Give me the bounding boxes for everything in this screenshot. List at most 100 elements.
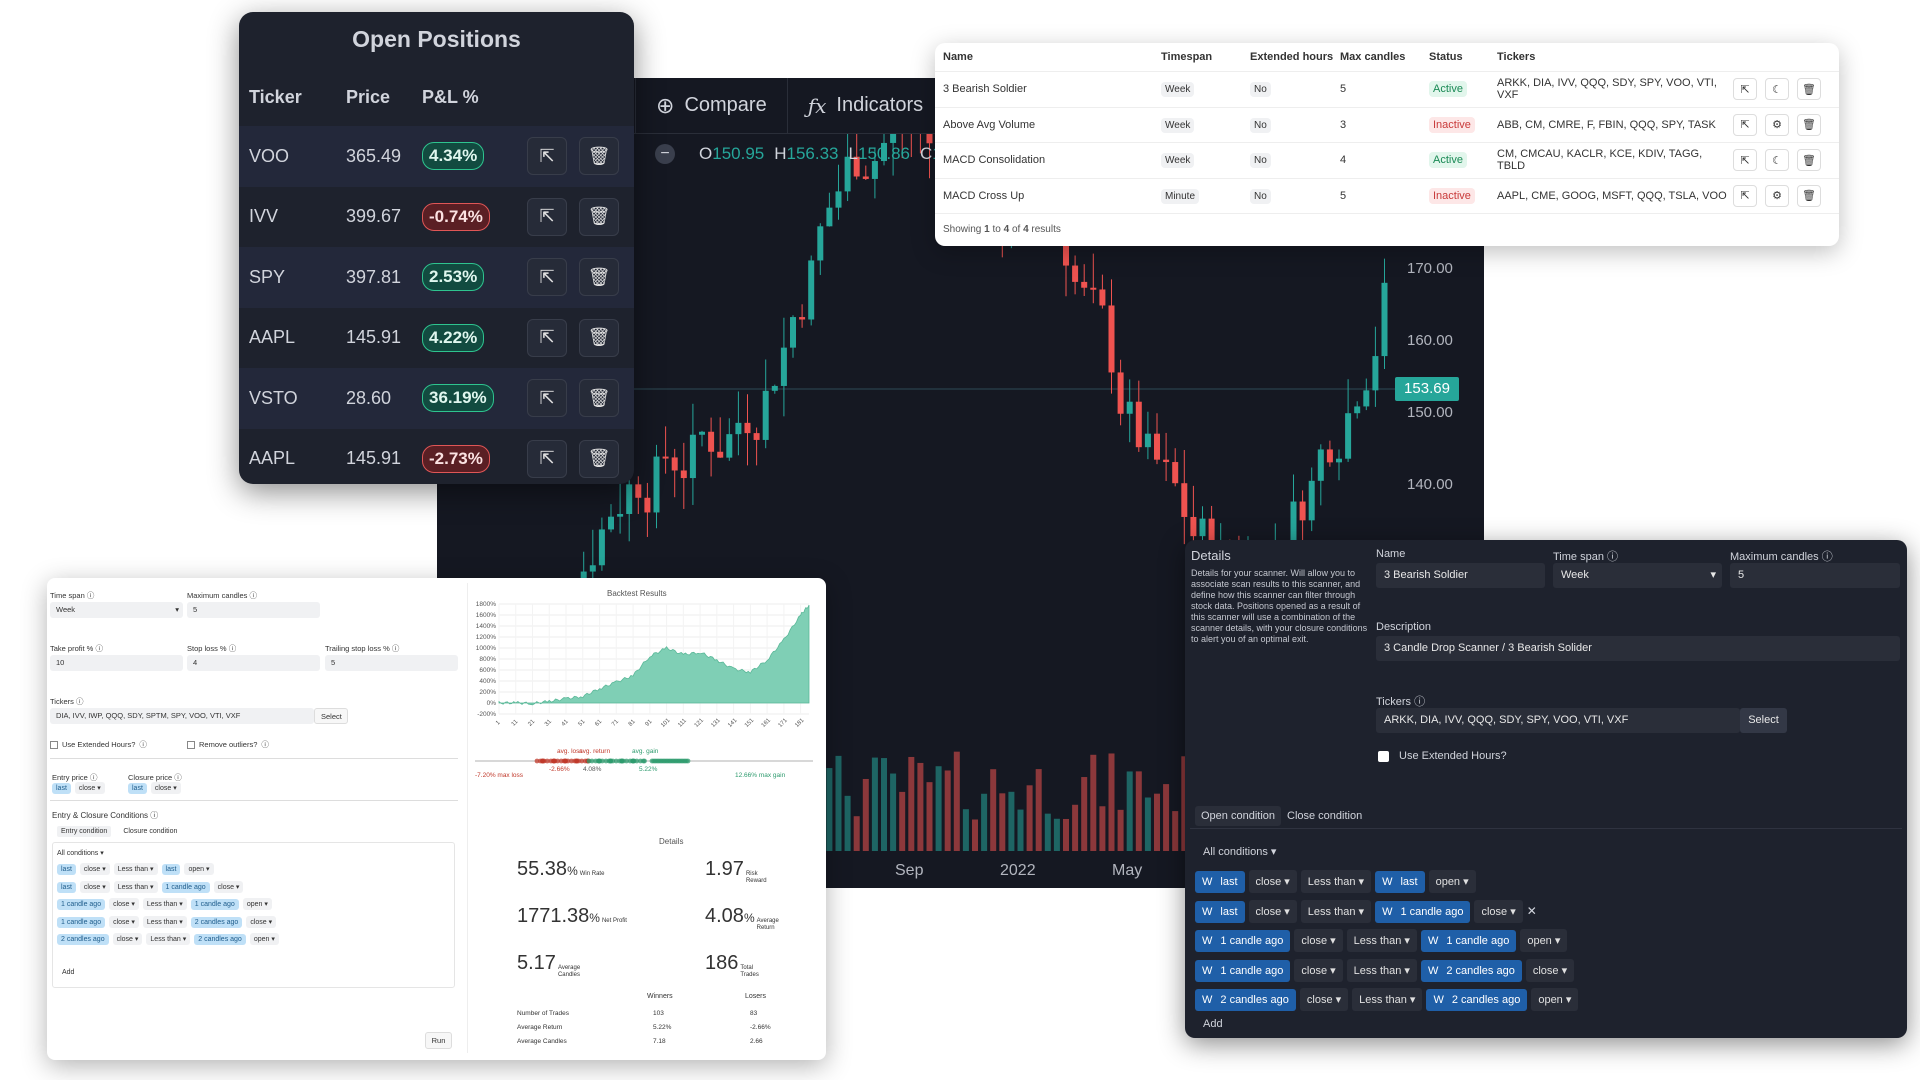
select-tickers-button[interactable]: Select xyxy=(314,708,348,724)
remove-condition-icon[interactable]: ✕ xyxy=(1526,903,1537,918)
condition-operator[interactable]: Less than ▾ xyxy=(1300,899,1372,923)
condition-right-field[interactable]: open ▾ xyxy=(1520,929,1568,952)
open-position-button[interactable]: ⇱ xyxy=(527,197,567,236)
condition-left-field[interactable]: close ▾ xyxy=(79,880,110,893)
scanner-mode-button[interactable]: ☾ xyxy=(1765,149,1789,172)
timespan-select[interactable]: Week ▾ xyxy=(1553,563,1722,588)
condition-operator[interactable]: Less than ▾ xyxy=(142,898,187,910)
condition-right-field[interactable]: close ▾ xyxy=(246,915,277,928)
open-position-button[interactable]: ⇱ xyxy=(527,137,567,176)
compare-button[interactable]: ⊕ Compare xyxy=(635,78,787,133)
condition-left-ref[interactable]: W 1 candle ago xyxy=(1195,930,1291,952)
delete-scanner-button[interactable]: 🗑 xyxy=(1797,113,1821,136)
delete-position-button[interactable]: 🗑 xyxy=(579,379,619,418)
open-scanner-button[interactable]: ⇱ xyxy=(1733,149,1757,172)
condition-right-field[interactable]: open ▾ xyxy=(242,898,272,910)
open-position-button[interactable]: ⇱ xyxy=(527,258,567,297)
condition-left-ref[interactable]: W 2 candles ago xyxy=(1195,989,1296,1011)
condition-right-field[interactable]: open ▾ xyxy=(249,933,279,945)
condition-left-field[interactable]: close ▾ xyxy=(1248,899,1297,923)
condition-right-ref[interactable]: W 1 candle ago xyxy=(1420,930,1517,952)
condition-right-field[interactable]: close ▾ xyxy=(213,880,244,893)
condition-operator[interactable]: Less than ▾ xyxy=(1346,929,1417,952)
tab-closure-condition[interactable]: Closure condition xyxy=(123,828,178,835)
condition-right-ref[interactable]: W 2 candles ago xyxy=(1420,959,1522,982)
closure-field[interactable]: close ▾ xyxy=(150,782,181,794)
condition-operator[interactable]: Less than ▾ xyxy=(1352,988,1423,1011)
condition-left-ref[interactable]: 2 candles ago xyxy=(57,934,109,945)
maxc-input[interactable]: 5 xyxy=(187,602,320,618)
condition-right-ref[interactable]: W 2 candles ago xyxy=(1426,989,1528,1011)
stop-loss-input[interactable]: 4 xyxy=(187,655,320,671)
open-scanner-button[interactable]: ⇱ xyxy=(1733,78,1757,101)
condition-right-ref[interactable]: 2 candles ago xyxy=(194,934,246,945)
condition-operator[interactable]: Less than ▾ xyxy=(142,915,187,928)
condition-right-field[interactable]: close ▾ xyxy=(1474,899,1523,923)
condition-right-field[interactable]: open ▾ xyxy=(1531,988,1579,1011)
delete-scanner-button[interactable]: 🗑 xyxy=(1797,184,1821,207)
open-position-button[interactable]: ⇱ xyxy=(527,318,567,357)
ext-hours-checkbox[interactable] xyxy=(50,740,58,749)
select-tickers-button[interactable]: Select xyxy=(1740,708,1787,733)
delete-position-button[interactable]: 🗑 xyxy=(579,439,619,478)
delete-position-button[interactable]: 🗑 xyxy=(579,197,619,236)
entry-field[interactable]: close ▾ xyxy=(74,782,105,794)
condition-right-ref[interactable]: 2 candles ago xyxy=(190,916,243,928)
name-input[interactable]: 3 Bearish Soldier xyxy=(1376,563,1545,588)
closure-ref[interactable]: last xyxy=(128,783,147,794)
delete-scanner-button[interactable]: 🗑 xyxy=(1797,78,1821,101)
condition-right-ref[interactable]: 1 candle ago xyxy=(190,899,239,910)
scanner-row[interactable]: MACD Consolidation Week No 4 Active CM, CMCAU… xyxy=(935,143,1839,179)
delete-position-button[interactable]: 🗑 xyxy=(579,318,619,357)
scanner-mode-button[interactable]: ⚙ xyxy=(1765,184,1789,207)
tickers-input[interactable]: ARKK, DIA, IVV, QQQ, SDY, SPY, VOO, VTI,… xyxy=(1376,708,1740,733)
open-position-button[interactable]: ⇱ xyxy=(527,439,567,478)
scanner-row[interactable]: Above Avg Volume Week No 3 Inactive ABB, CM, … xyxy=(935,108,1839,143)
collapse-icon[interactable]: − xyxy=(655,144,675,164)
condition-right-ref[interactable]: W 1 candle ago xyxy=(1375,900,1471,923)
condition-right-field[interactable]: open ▾ xyxy=(1428,870,1476,893)
ext-hours-checkbox[interactable] xyxy=(1378,750,1389,762)
tickers-input[interactable]: DIA, IVV, IWP, QQQ, SDY, SPTM, SPY, VOO,… xyxy=(50,708,314,724)
condition-left-field[interactable]: close ▾ xyxy=(1294,958,1343,982)
delete-position-button[interactable]: 🗑 xyxy=(579,258,619,297)
outliers-checkbox[interactable] xyxy=(187,740,195,749)
condition-right-ref[interactable]: 1 candle ago xyxy=(161,881,210,893)
tab-open-condition[interactable]: Open condition xyxy=(1195,806,1281,826)
run-button[interactable]: Run xyxy=(425,1032,452,1049)
condition-right-ref[interactable]: last xyxy=(161,864,181,875)
scanner-row[interactable]: MACD Cross Up Minute No 5 Inactive AAPL, CME,… xyxy=(935,179,1839,214)
condition-left-field[interactable]: close ▾ xyxy=(109,898,139,910)
take-profit-input[interactable]: 10 xyxy=(50,655,183,671)
add-condition-button[interactable]: Add xyxy=(62,969,75,976)
condition-operator[interactable]: Less than ▾ xyxy=(1300,870,1372,893)
indicators-button[interactable]: ƒx Indicators xyxy=(786,78,943,133)
condition-operator[interactable]: Less than ▾ xyxy=(1346,958,1417,982)
timespan-select[interactable]: Week ▾ xyxy=(50,602,183,618)
entry-ref[interactable]: last xyxy=(52,783,71,794)
condition-left-ref[interactable]: 1 candle ago xyxy=(57,899,106,910)
description-input[interactable]: 3 Candle Drop Scanner / 3 Bearish Solide… xyxy=(1376,636,1900,661)
delete-position-button[interactable]: 🗑 xyxy=(579,137,619,176)
condition-operator[interactable]: Less than ▾ xyxy=(113,863,158,875)
delete-scanner-button[interactable]: 🗑 xyxy=(1797,149,1821,172)
all-conditions-dropdown[interactable]: All conditions ▾ xyxy=(57,850,104,857)
condition-operator[interactable]: Less than ▾ xyxy=(113,880,158,893)
add-condition-button[interactable]: Add xyxy=(1203,1018,1223,1030)
tab-entry-condition[interactable]: Entry condition xyxy=(57,826,112,837)
condition-left-field[interactable]: close ▾ xyxy=(1248,870,1297,893)
condition-operator[interactable]: Less than ▾ xyxy=(146,933,191,945)
condition-left-ref[interactable]: last xyxy=(57,881,76,893)
condition-left-field[interactable]: close ▾ xyxy=(112,933,143,945)
condition-right-field[interactable]: close ▾ xyxy=(1525,958,1575,982)
condition-left-field[interactable]: close ▾ xyxy=(109,915,139,928)
scanner-mode-button[interactable]: ⚙ xyxy=(1765,113,1789,136)
condition-left-ref[interactable]: 1 candle ago xyxy=(57,916,106,928)
open-position-button[interactable]: ⇱ xyxy=(527,379,567,418)
condition-left-ref[interactable]: last xyxy=(57,864,76,875)
trailing-stop-input[interactable]: 5 xyxy=(325,655,458,671)
open-scanner-button[interactable]: ⇱ xyxy=(1733,113,1757,136)
